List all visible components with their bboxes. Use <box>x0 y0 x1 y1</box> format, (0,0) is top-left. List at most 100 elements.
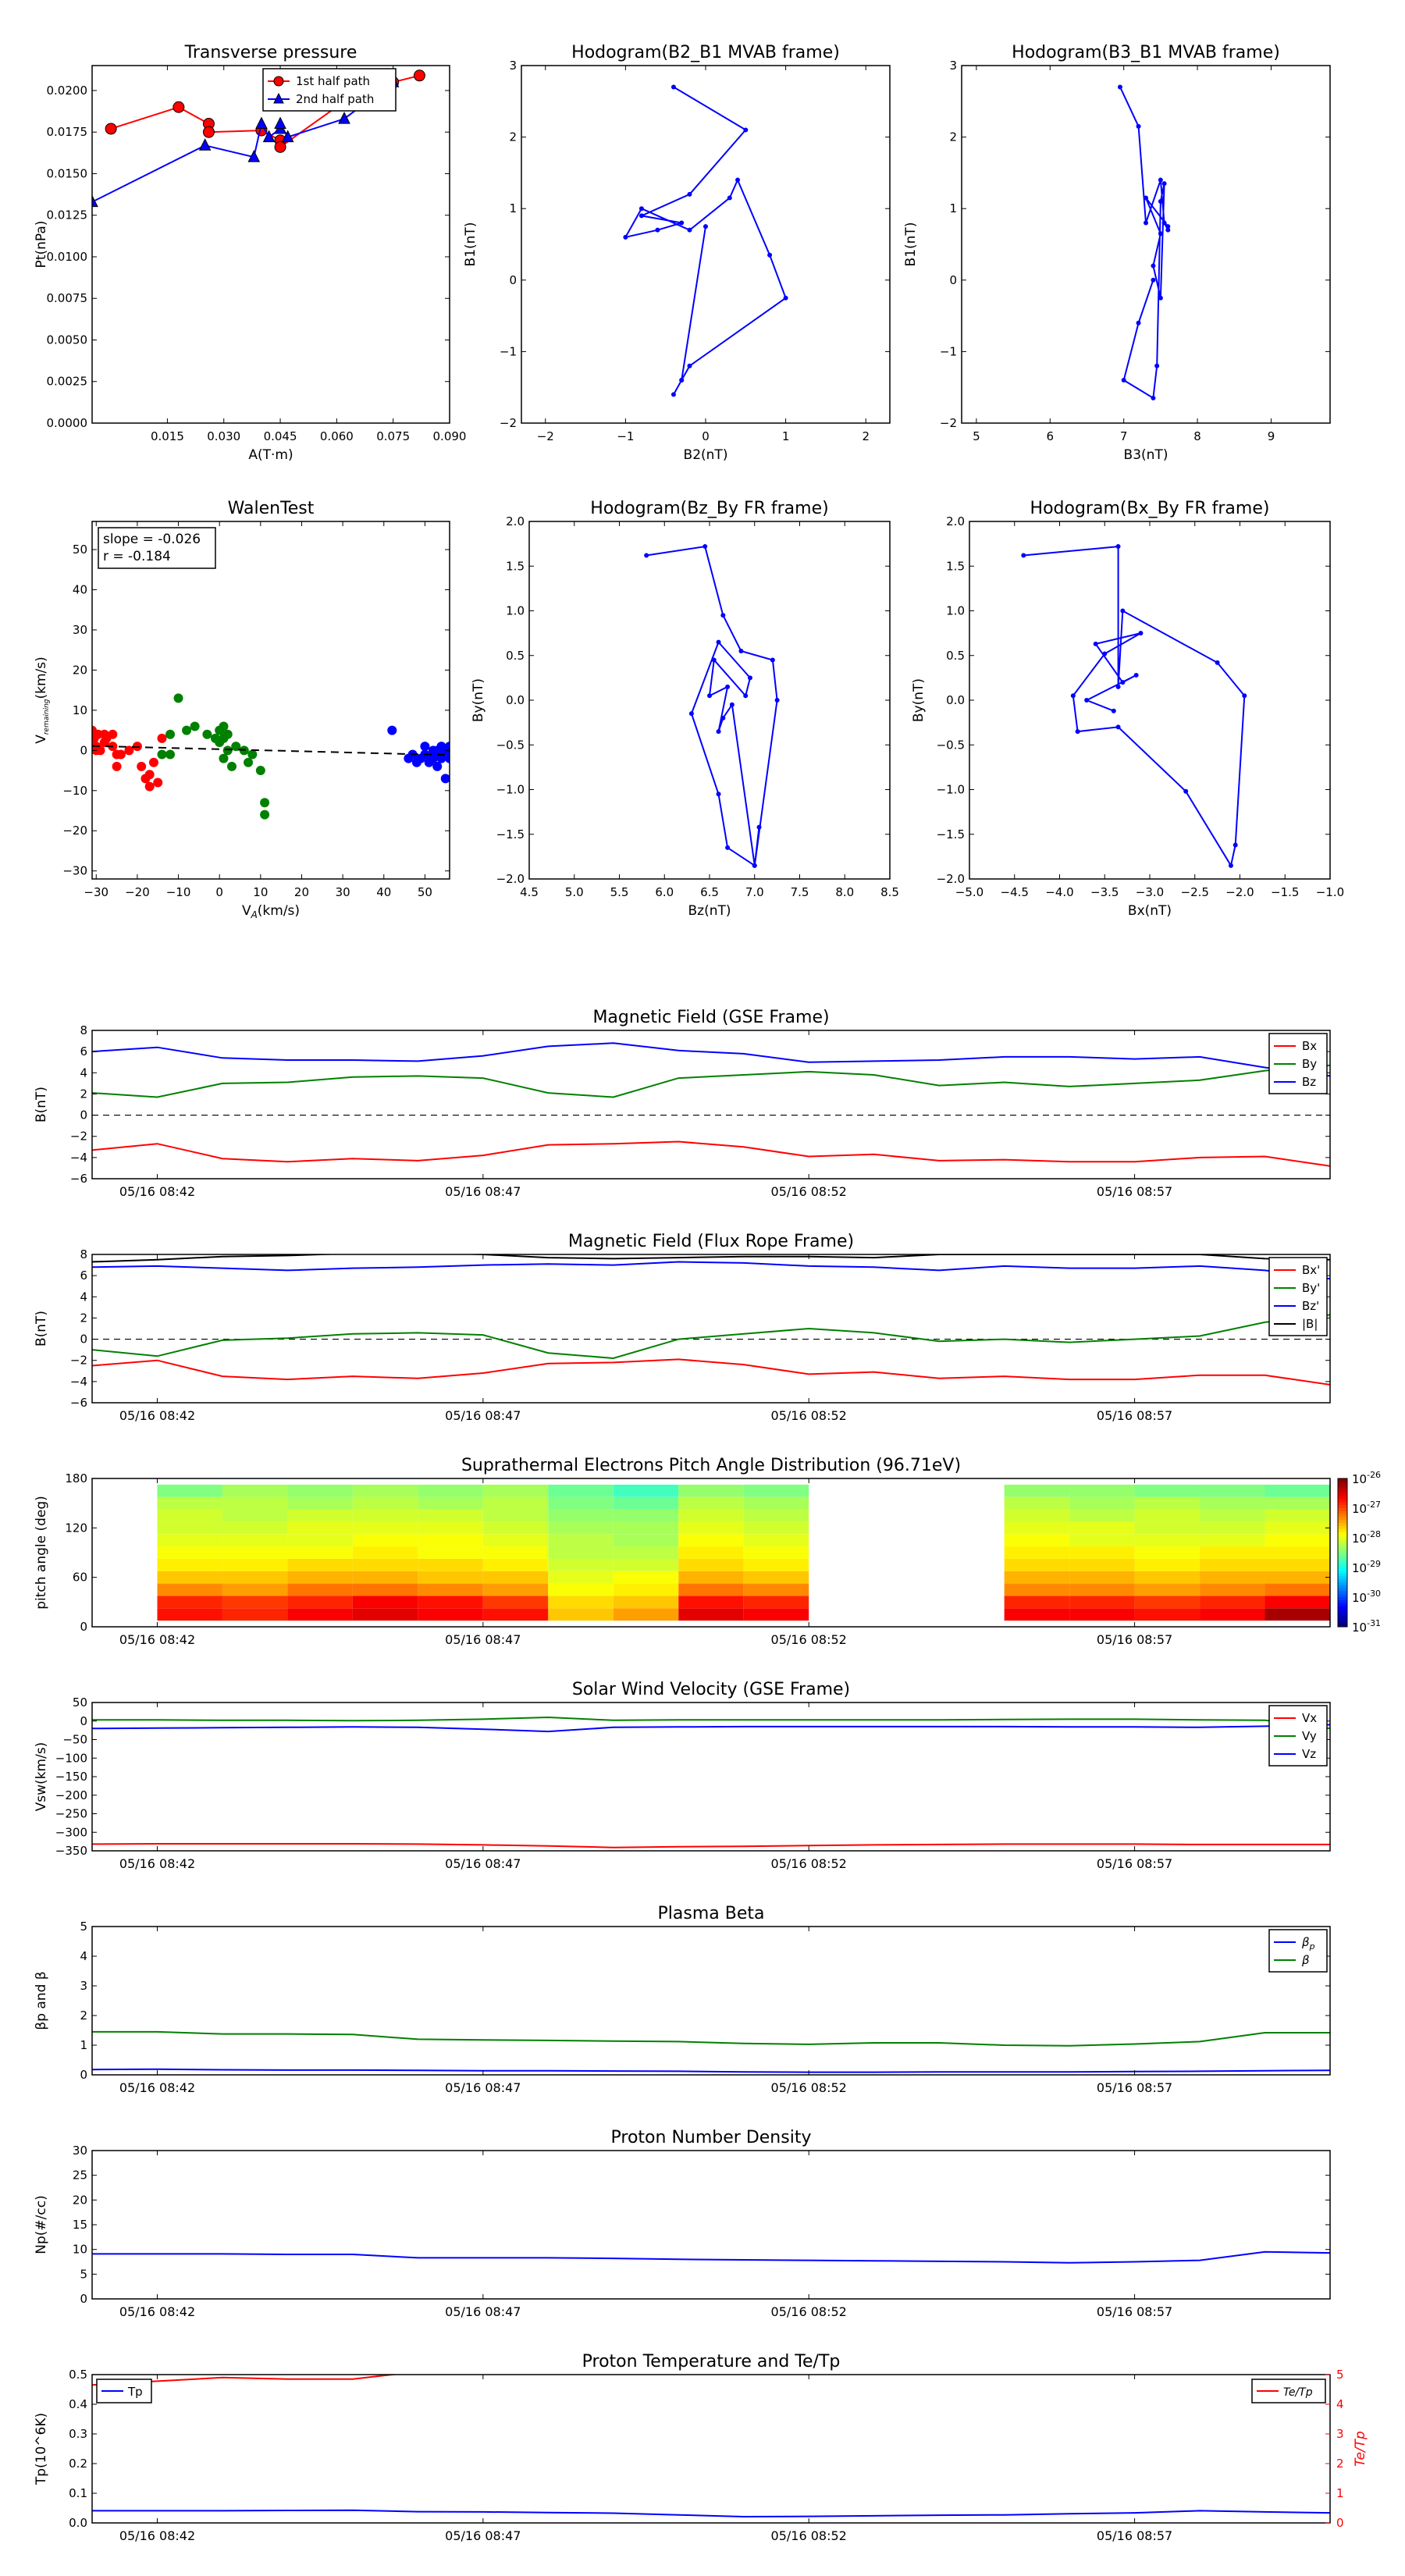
time-tick-label: 05/16 08:47 <box>445 1408 521 1423</box>
heatmap-cell <box>1264 1583 1330 1596</box>
data-point <box>231 742 241 752</box>
data-point <box>756 824 762 830</box>
heatmap-cell <box>418 1521 483 1535</box>
colorbar-segment <box>1338 1499 1347 1503</box>
data-point <box>1084 698 1090 703</box>
heatmap-cell <box>1134 1608 1200 1621</box>
time-tick-label: 05/16 08:42 <box>119 1184 195 1199</box>
heatmap-cell <box>352 1571 418 1584</box>
heatmap-cell <box>1134 1484 1200 1497</box>
x-tick-label: −2.5 <box>1181 885 1209 899</box>
data-point <box>727 195 732 201</box>
heatmap-cell <box>287 1583 353 1596</box>
y-tick-label: 10 <box>73 703 87 717</box>
heatmap-cell <box>1069 1484 1135 1497</box>
chart-10: Plasma Beta 0 1 2 3 4 5 05/16 08:42 05/16 08:47 0… <box>34 1904 1331 2095</box>
axes-frame <box>91 2374 1331 2524</box>
data-point <box>173 693 183 703</box>
y-tick-label: 0.4 <box>69 2397 87 2411</box>
y-tick-label: 0.0025 <box>47 375 88 389</box>
heatmap-cell <box>222 1534 288 1547</box>
heatmap-cell <box>418 1546 483 1559</box>
y-tick-label: −30 <box>62 864 87 878</box>
x-tick-label: 8 <box>1193 429 1201 443</box>
heatmap-cell <box>287 1546 353 1559</box>
chart-1: Hodogram(B2_B1 MVAB frame) −2 −1 0 1 2 3 −2 −1 0 1… <box>463 43 891 463</box>
y-tick-label: 3 <box>509 59 517 73</box>
heatmap-cell <box>1004 1484 1070 1497</box>
data-point <box>707 693 712 699</box>
x-tick-label: 2 <box>862 429 870 443</box>
y-tick-label: −200 <box>55 1788 87 1802</box>
heatmap-cell <box>157 1521 222 1535</box>
heatmap-cell <box>678 1484 744 1497</box>
y-tick-label: 120 <box>65 1521 87 1535</box>
heatmap-cell <box>287 1608 353 1621</box>
data-point <box>1165 224 1171 229</box>
plot-area <box>644 544 780 868</box>
heatmap-cell <box>678 1608 744 1621</box>
chart-11: Proton Number Density 0 5 10 15 20 25 30 05/16 0… <box>34 2128 1331 2319</box>
y-right-tick-label: 3 <box>1336 2427 1344 2441</box>
heatmap-cell <box>1069 1546 1135 1559</box>
y-axis-label: By(nT) <box>911 678 927 722</box>
colorbar-segment <box>1338 1508 1347 1512</box>
y-tick-label: 0 <box>80 743 87 757</box>
time-tick-label: 05/16 08:42 <box>119 2304 195 2319</box>
colorbar-tick-label: 10-28 <box>1352 1529 1381 1546</box>
data-point <box>1158 295 1163 301</box>
data-point <box>1151 395 1156 400</box>
heatmap-cell <box>743 1596 809 1609</box>
axes-frame <box>91 65 450 424</box>
x-axis-label: A(T·m) <box>248 447 293 463</box>
plot-area <box>92 2250 1330 2264</box>
data-point <box>1161 220 1167 226</box>
heatmap-cell <box>548 1583 614 1596</box>
data-point <box>774 698 780 703</box>
data-point <box>1158 231 1163 237</box>
x-tick-label: 30 <box>336 885 350 899</box>
data-point <box>260 798 270 808</box>
heatmap-cell <box>1264 1521 1330 1535</box>
colorbar-segment <box>1338 1546 1347 1550</box>
time-tick-label: 05/16 08:47 <box>445 1632 521 1647</box>
data-point <box>644 553 649 558</box>
y-tick-label: 0 <box>80 2292 87 2306</box>
colorbar-segment <box>1338 1553 1347 1557</box>
y-tick-label: 1 <box>80 2038 87 2052</box>
data-point <box>99 738 109 748</box>
y-tick-label: −6 <box>70 1172 87 1186</box>
heatmap-cell <box>743 1496 809 1510</box>
x-tick-label: −3.5 <box>1090 885 1119 899</box>
colorbar-segment <box>1338 1523 1347 1527</box>
time-tick-label: 05/16 08:52 <box>771 1184 847 1199</box>
heatmap-cell <box>1134 1583 1200 1596</box>
heatmap-cell <box>1264 1608 1330 1621</box>
data-point <box>1158 199 1163 205</box>
colorbar-segment <box>1338 1538 1347 1542</box>
y-tick-label: 3 <box>80 1979 87 1993</box>
heatmap-cell <box>1069 1608 1135 1621</box>
heatmap-cell <box>287 1534 353 1547</box>
x-tick-label: 5.0 <box>565 885 584 899</box>
y-tick-label: 20 <box>73 663 87 677</box>
time-tick-label: 05/16 08:57 <box>1097 2528 1172 2543</box>
heatmap-cell <box>352 1558 418 1571</box>
colorbar-segment <box>1338 1597 1347 1601</box>
time-tick-label: 05/16 08:52 <box>771 1856 847 1871</box>
y-tick-label: 0 <box>509 273 517 287</box>
colorbar-segment <box>1338 1594 1347 1598</box>
colorbar-segment <box>1338 1532 1347 1535</box>
y-tick-label: 0.1 <box>69 2486 87 2500</box>
heatmap-cell <box>1004 1521 1070 1535</box>
data-point <box>445 742 450 752</box>
data-point <box>105 123 117 135</box>
x-axis-label: B2(nT) <box>684 447 728 463</box>
heatmap-cell <box>222 1608 288 1621</box>
heatmap-cell <box>1069 1521 1135 1535</box>
x-tick-label: 4.5 <box>520 885 539 899</box>
data-point <box>1183 788 1189 794</box>
x-tick-label: 20 <box>294 885 309 899</box>
data-point <box>247 749 258 760</box>
heatmap-cell <box>352 1496 418 1510</box>
